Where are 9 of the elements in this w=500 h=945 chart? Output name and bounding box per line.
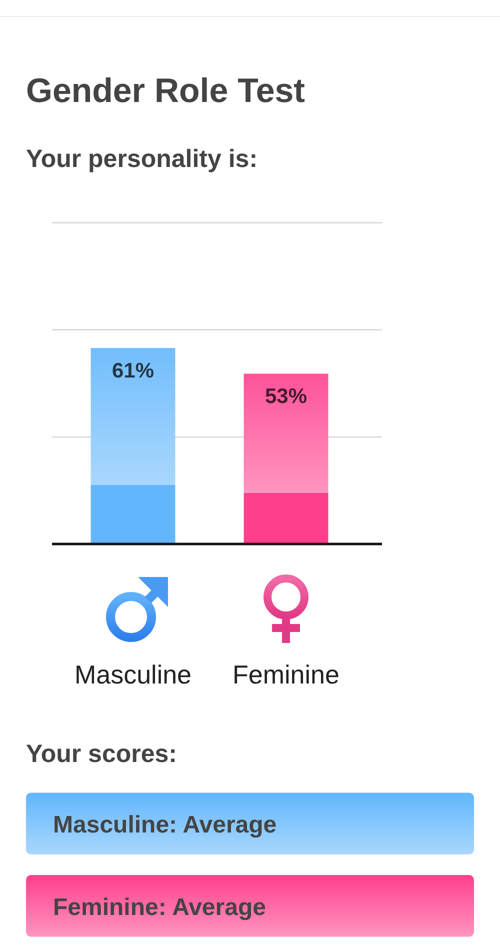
chart-subtitle: Your personality is: bbox=[26, 145, 258, 173]
data-label: 61% bbox=[112, 360, 154, 383]
x-tick-label: Feminine bbox=[232, 659, 340, 690]
data-label: 53% bbox=[264, 385, 308, 408]
text: Masculine: Average bbox=[53, 812, 277, 839]
x-tick-label: Masculine bbox=[74, 659, 192, 690]
chart-title: Gender Role Test bbox=[26, 72, 305, 110]
text: Feminine: Average bbox=[53, 894, 266, 921]
text: Your scores: bbox=[26, 740, 177, 768]
